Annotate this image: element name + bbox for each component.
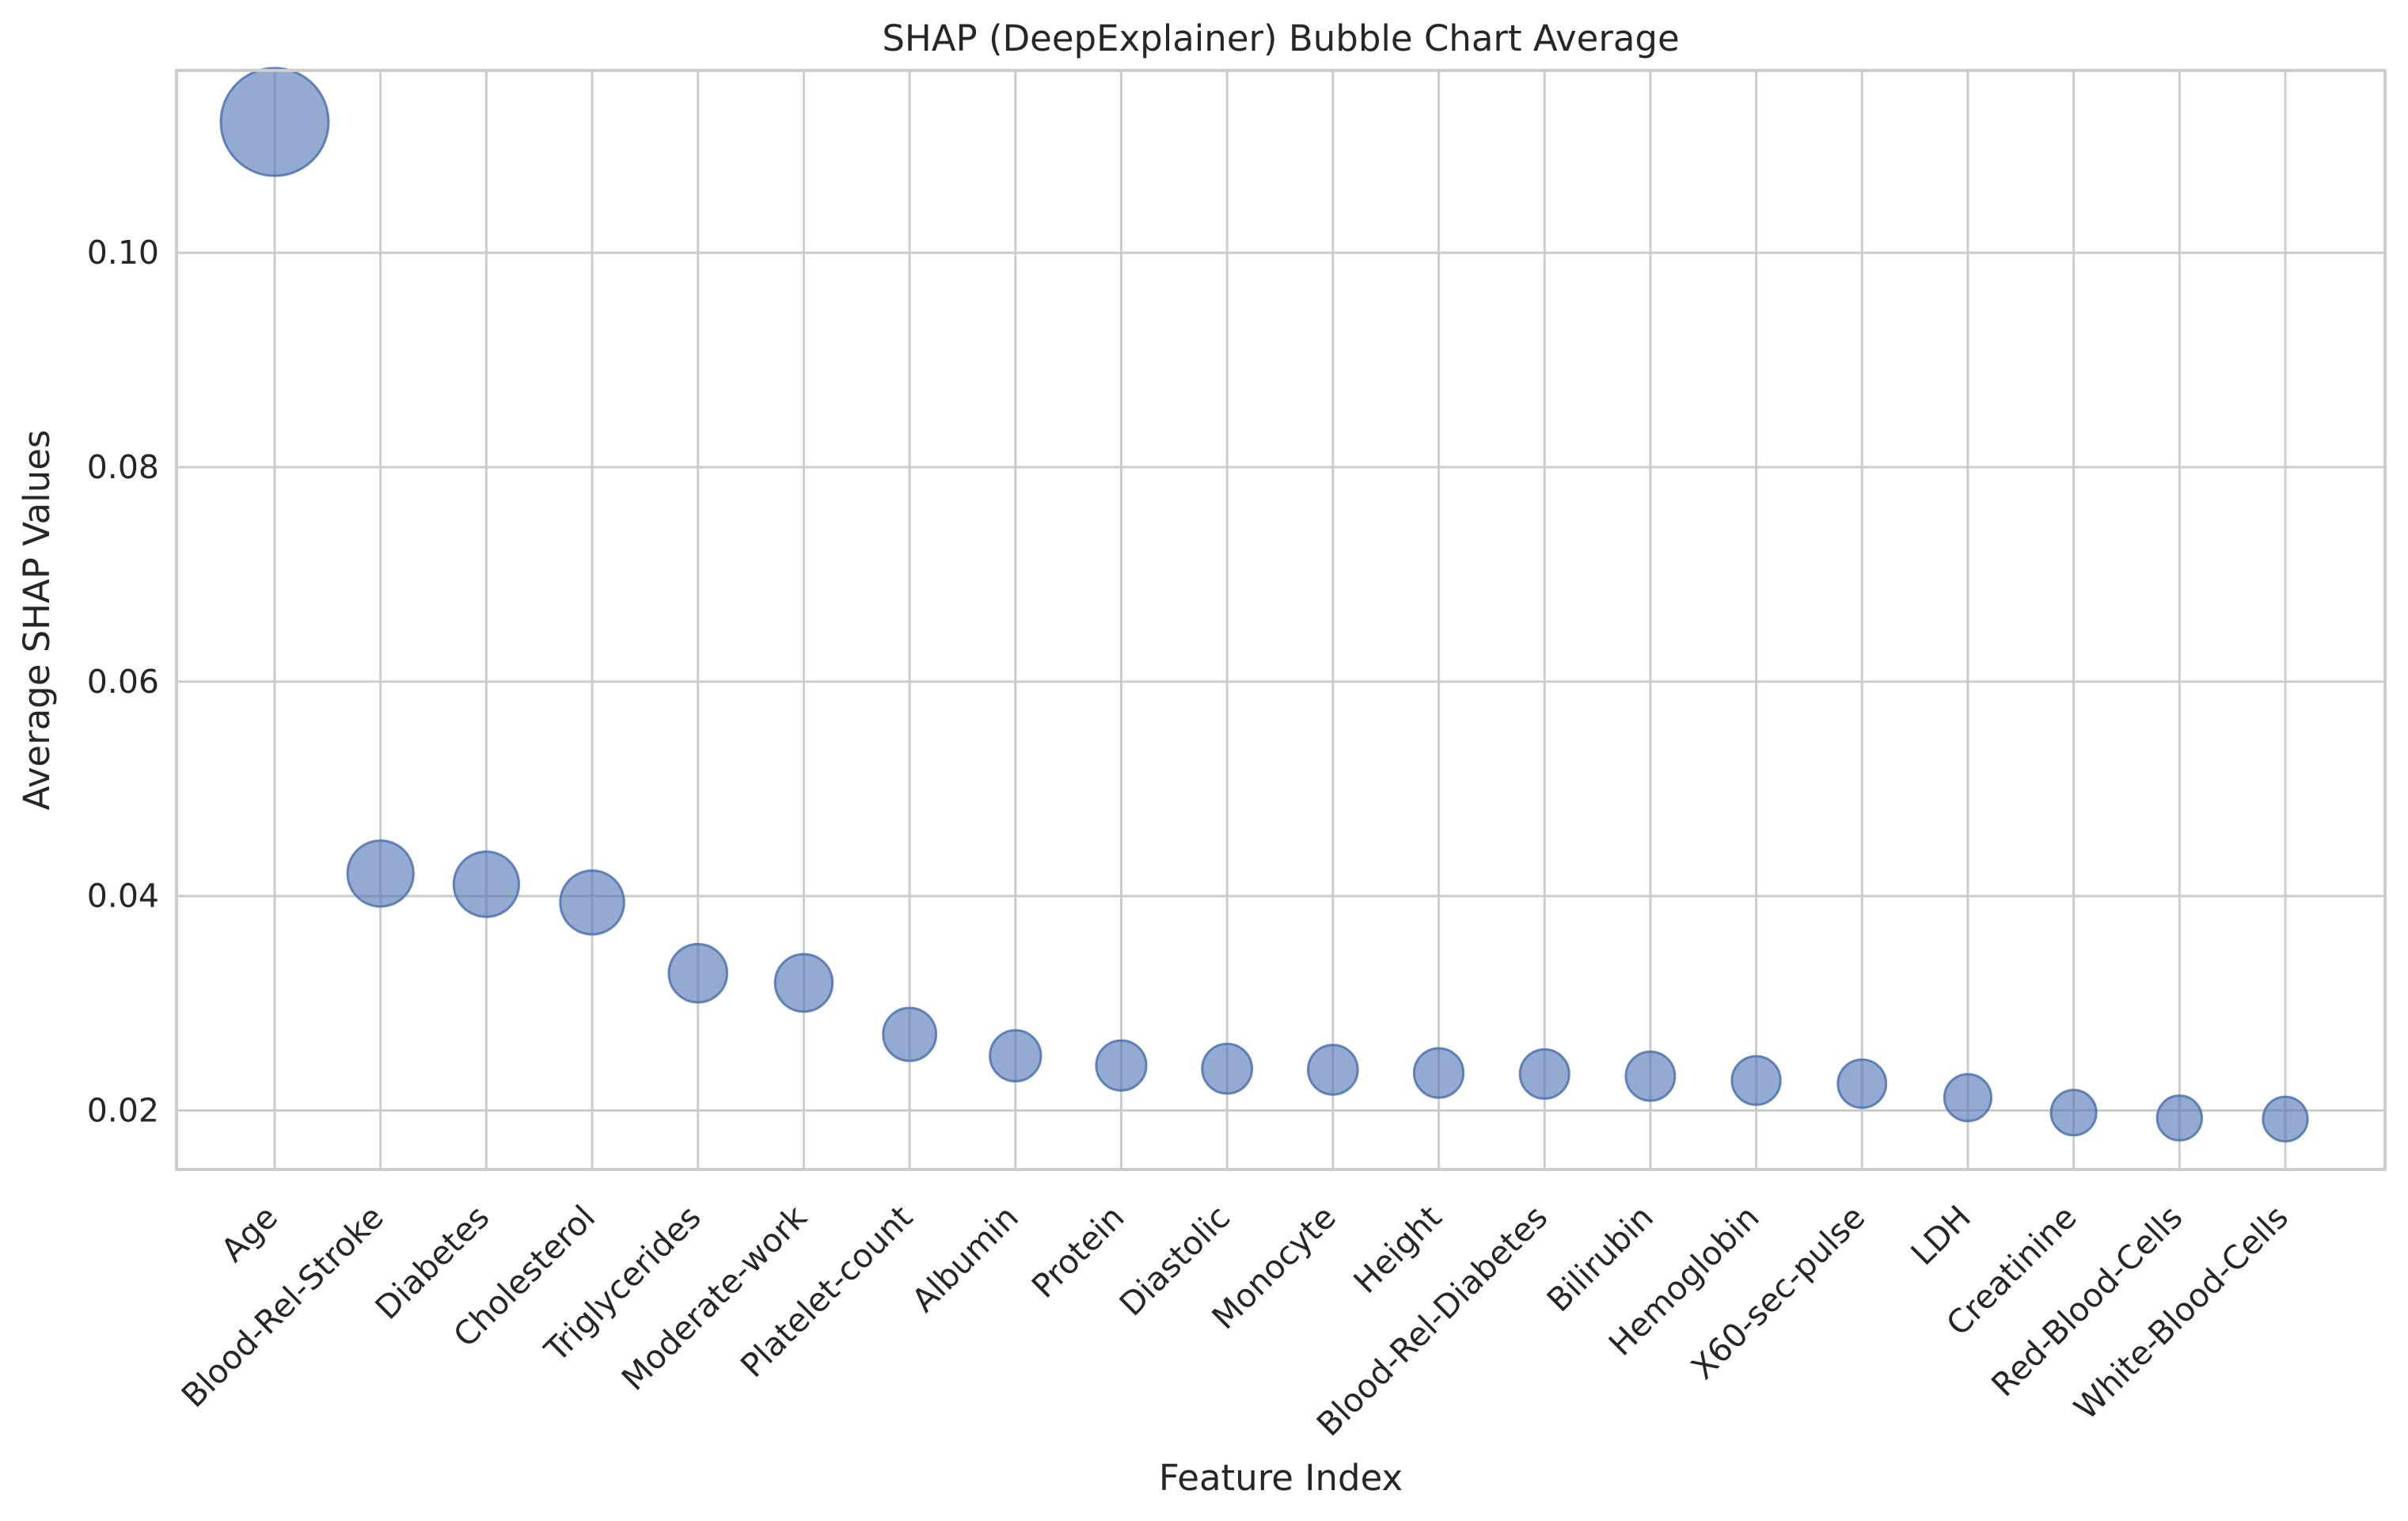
bubble-protein — [1095, 1039, 1148, 1092]
bubble-moderate-work — [773, 953, 834, 1013]
bubble-platelet-count — [882, 1006, 938, 1063]
y-tick-label: 0.06 — [87, 663, 159, 701]
y-tick-label: 0.08 — [87, 448, 159, 486]
y-tick-labels: 0.02 0.04 0.06 0.08 0.10 — [87, 234, 159, 1129]
y-tick-label: 0.02 — [87, 1092, 159, 1130]
y-tick-label: 0.10 — [87, 234, 159, 272]
bubble-bilirubin — [1624, 1050, 1677, 1102]
bubble-albumin — [989, 1029, 1043, 1083]
y-tick-label: 0.04 — [87, 877, 159, 915]
x-axis-label: Feature Index — [1159, 1457, 1403, 1499]
bubble-age — [219, 67, 330, 177]
bubble-series — [219, 67, 2309, 1143]
bubble-creatinine — [2049, 1089, 2098, 1137]
bubble-x60-sec-pulse — [1836, 1058, 1888, 1109]
bubble-blood-rel-diabetes — [1518, 1048, 1571, 1101]
bubble-monocyte — [1307, 1044, 1359, 1096]
bubble-cholesterol — [559, 869, 625, 936]
bubble-triglycerides — [667, 942, 729, 1004]
bubble-height — [1412, 1047, 1465, 1099]
y-axis-label: Average SHAP Values — [16, 430, 58, 811]
bubble-blood-rel-stroke — [346, 839, 415, 908]
plot-area-frame — [175, 69, 2387, 1171]
bubble-red-blood-cells — [2155, 1094, 2204, 1142]
bubble-hemoglobin — [1730, 1055, 1782, 1106]
bubble-diastolic — [1201, 1042, 1254, 1095]
bubble-ldh — [1943, 1073, 1993, 1123]
bubble-white-blood-cells — [2262, 1095, 2309, 1143]
x-gridlines — [273, 70, 2287, 1169]
chart-title: SHAP (DeepExplainer) Bubble Chart Averag… — [882, 17, 1679, 59]
y-gridlines — [177, 251, 2385, 1112]
bubble-diabetes — [452, 850, 521, 918]
